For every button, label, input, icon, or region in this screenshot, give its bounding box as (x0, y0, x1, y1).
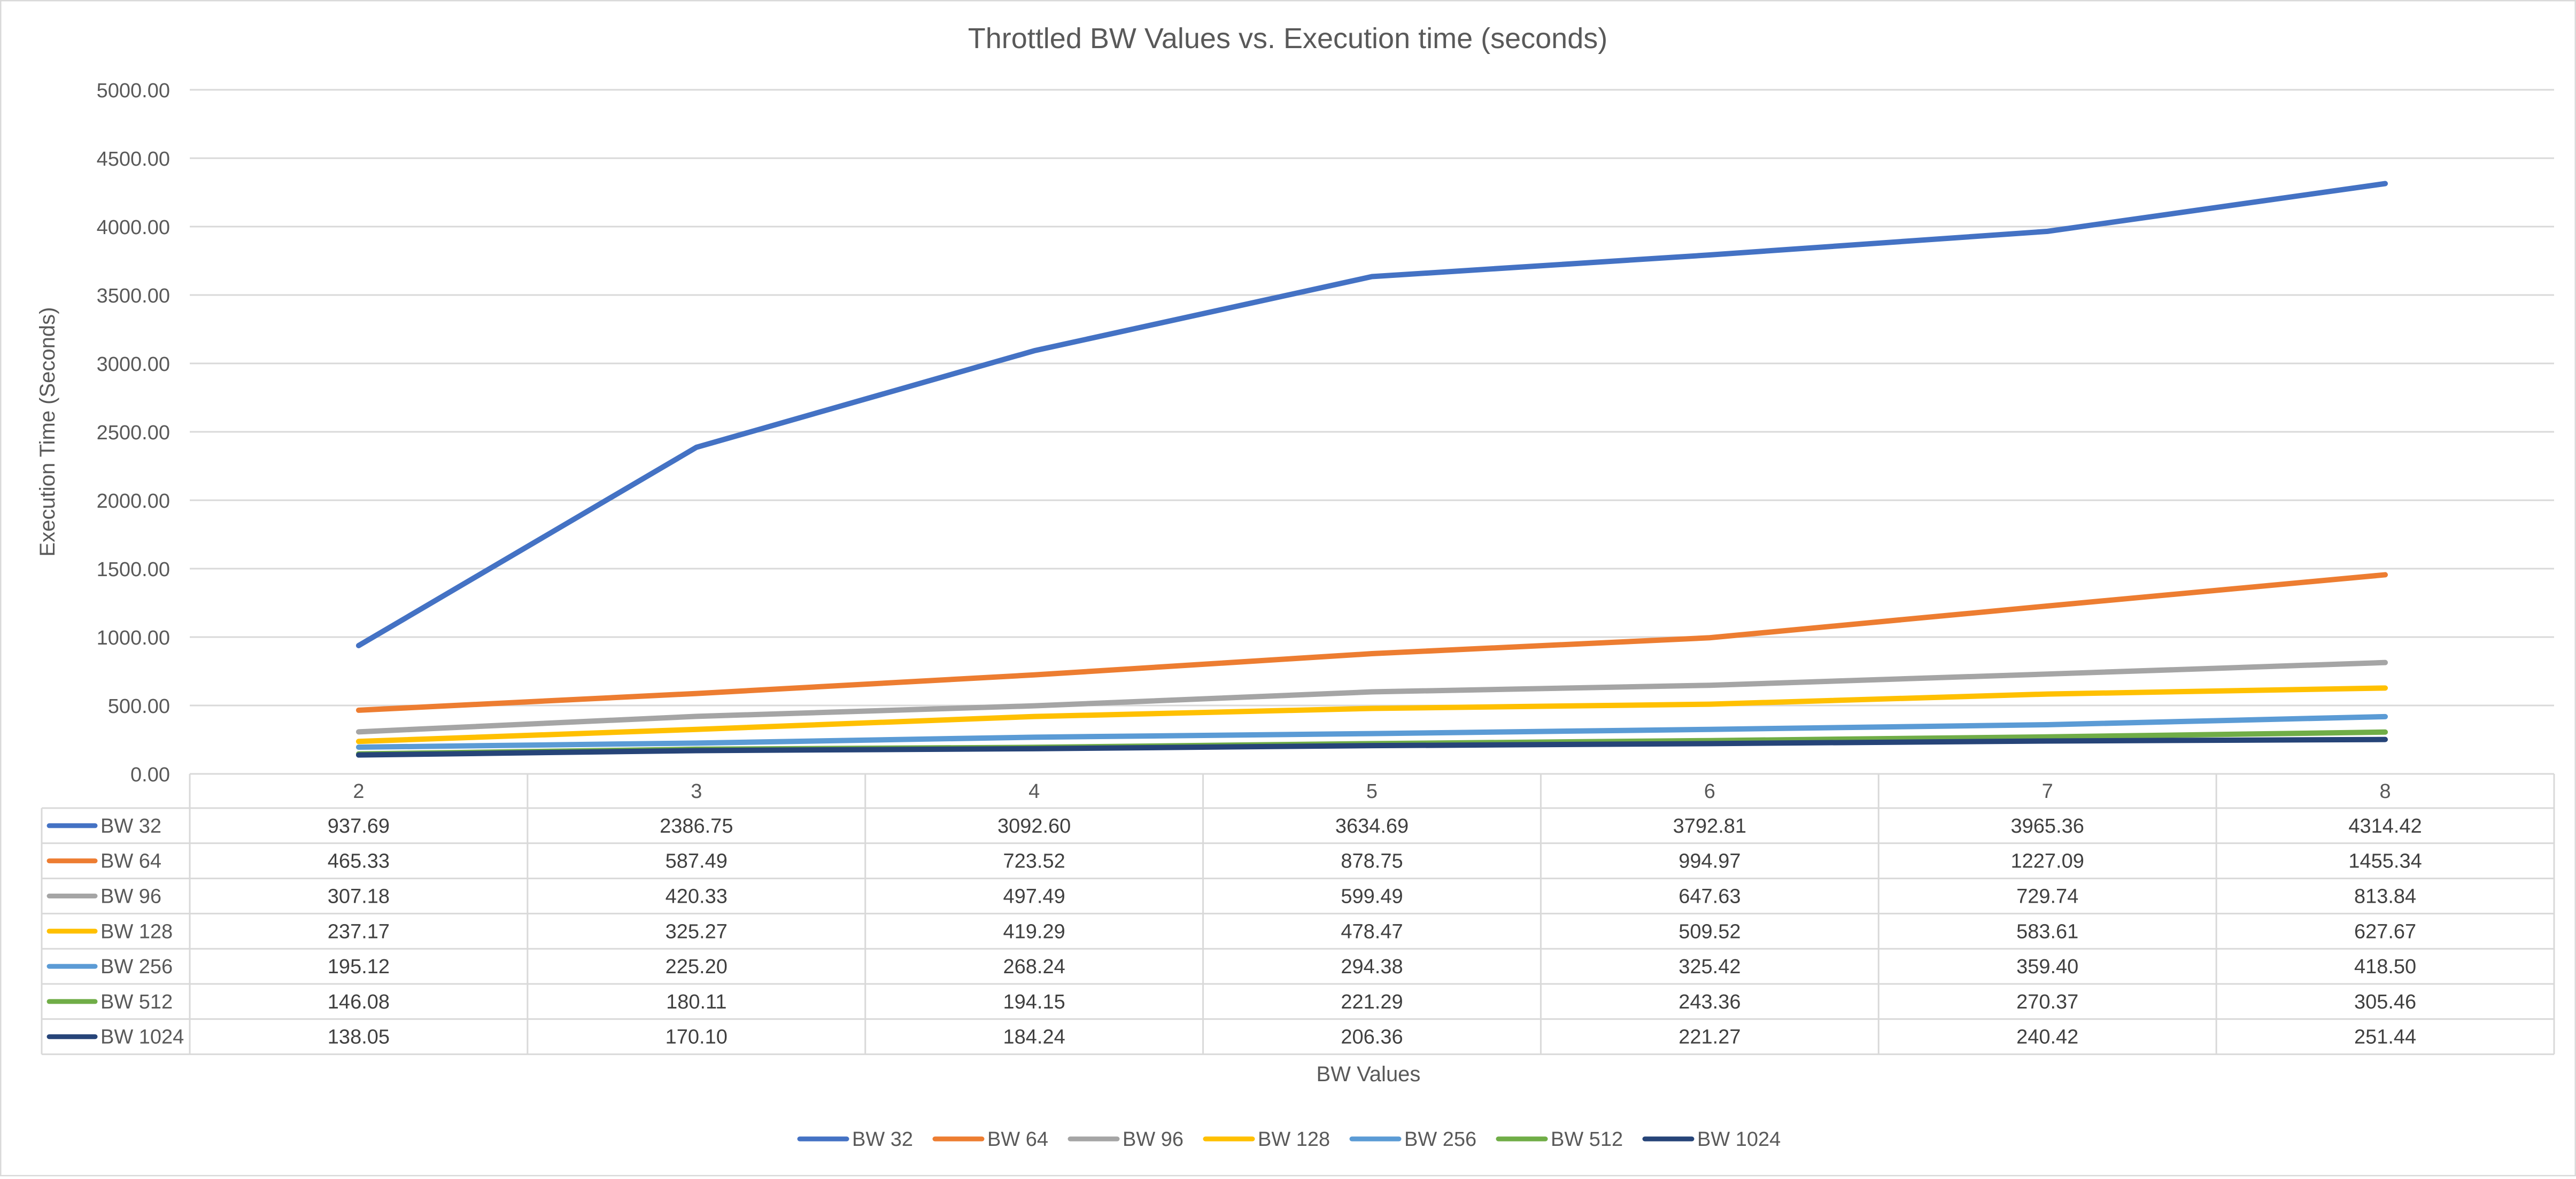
legend-label: BW 96 (1123, 1128, 1183, 1151)
table-cell-value: 359.40 (2016, 956, 2078, 978)
table-cell-value: 170.10 (666, 1026, 728, 1049)
table-cell-value: 994.97 (1678, 850, 1740, 873)
legend-label: BW 32 (852, 1128, 913, 1151)
x-axis-title: BW Values (1317, 1062, 1421, 1086)
table-series-name: BW 512 (100, 991, 173, 1013)
y-tick-label: 0.00 (130, 764, 170, 786)
table-cell-value: 729.74 (2016, 886, 2078, 908)
y-tick-label: 4500.00 (97, 148, 170, 170)
table-cell-value: 195.12 (328, 956, 390, 978)
y-axis-title: Execution Time (Seconds) (36, 307, 59, 557)
table-cell-value: 237.17 (328, 920, 390, 943)
legend-label: BW 128 (1258, 1128, 1330, 1151)
table-cell-value: 3634.69 (1335, 815, 1409, 837)
table-cell-value: 587.49 (666, 850, 728, 873)
table-cell-value: 599.49 (1341, 886, 1403, 908)
series-line (355, 736, 2388, 758)
legend: BW 32 BW 64 BW 96 BW 128 BW 256 BW 512 BW 1024 (797, 1128, 1781, 1151)
table-cell-value: 937.69 (328, 815, 390, 837)
x-tick-label: 8 (2380, 780, 2391, 803)
table-cell-value: 221.27 (1678, 1026, 1740, 1049)
series-lines (355, 181, 2388, 758)
table-series-name: BW 1024 (100, 1026, 184, 1049)
y-axis-tick-labels: 0.00 500.00 1000.00 1500.00 2000.00 2500.00 30… (97, 80, 170, 786)
table-cell-value: 583.61 (2016, 920, 2078, 943)
legend-label: BW 512 (1551, 1128, 1623, 1151)
table-cell-value: 1455.34 (2348, 850, 2422, 873)
legend-label: BW 256 (1404, 1128, 1476, 1151)
series-line (355, 713, 2388, 750)
table-cell-value: 194.15 (1003, 991, 1065, 1013)
gridlines (190, 89, 2554, 775)
table-cell-value: 243.36 (1678, 991, 1740, 1013)
y-tick-label: 2000.00 (97, 490, 170, 513)
table-cell-value: 305.46 (2354, 991, 2416, 1013)
table-cell-value: 3792.81 (1673, 815, 1746, 837)
table-series-name: BW 256 (100, 956, 173, 978)
x-tick-label: 2 (353, 780, 364, 803)
table-series-name: BW 96 (100, 886, 161, 908)
table-cell-value: 138.05 (328, 1026, 390, 1049)
table-cell-value: 251.44 (2354, 1026, 2416, 1049)
table-cell-value: 497.49 (1003, 886, 1065, 908)
table-cell-value: 184.24 (1003, 1026, 1065, 1049)
table-cell-value: 647.63 (1678, 886, 1740, 908)
table-series-name: BW 128 (100, 920, 173, 943)
y-tick-label: 4000.00 (97, 216, 170, 239)
x-tick-label: 3 (691, 780, 702, 803)
table-cell-value: 478.47 (1341, 920, 1403, 943)
table-cell-value: 3965.36 (2011, 815, 2084, 837)
table-cell-value: 1227.09 (2011, 850, 2084, 873)
legend-label: BW 64 (987, 1128, 1048, 1151)
chart-title: Throttled BW Values vs. Execution time (… (968, 22, 1607, 55)
table-cell-value: 225.20 (666, 956, 728, 978)
series-line (355, 685, 2388, 744)
y-tick-label: 500.00 (108, 695, 170, 718)
table-cell-value: 509.52 (1678, 920, 1740, 943)
table-cell-value: 627.67 (2354, 920, 2416, 943)
x-tick-label: 6 (1704, 780, 1715, 803)
table-cell-value: 240.42 (2016, 1026, 2078, 1049)
table-cell-value: 813.84 (2354, 886, 2416, 908)
table-cell-value: 2386.75 (660, 815, 733, 837)
series-line (355, 572, 2388, 713)
table-series-name: BW 32 (100, 815, 161, 837)
table-cell-value: 307.18 (328, 886, 390, 908)
table-cell-value: 268.24 (1003, 956, 1065, 978)
table-cell-value: 465.33 (328, 850, 390, 873)
table-cell-value: 418.50 (2354, 956, 2416, 978)
table-cell-value: 206.36 (1341, 1026, 1403, 1049)
table-cell-value: 325.27 (666, 920, 728, 943)
table-cell-value: 878.75 (1341, 850, 1403, 873)
table-cell-value: 325.42 (1678, 956, 1740, 978)
x-tick-label: 5 (1366, 780, 1378, 803)
table-cell-value: 4314.42 (2348, 815, 2422, 837)
table-cell-value: 221.29 (1341, 991, 1403, 1013)
table-series-name: BW 64 (100, 850, 161, 873)
legend-label: BW 1024 (1697, 1128, 1781, 1151)
y-tick-label: 5000.00 (97, 80, 170, 102)
y-tick-label: 1000.00 (97, 627, 170, 649)
table-cell-value: 180.11 (666, 991, 726, 1013)
table-cell-value: 420.33 (666, 886, 728, 908)
table-cell-value: 419.29 (1003, 920, 1065, 943)
x-tick-label: 7 (2042, 780, 2053, 803)
x-tick-label: 4 (1028, 780, 1040, 803)
table-cell-value: 294.38 (1341, 956, 1403, 978)
table-cell-value: 723.52 (1003, 850, 1065, 873)
series-line (355, 181, 2388, 648)
y-tick-label: 3500.00 (97, 285, 170, 307)
y-tick-label: 3000.00 (97, 353, 170, 376)
series-line (355, 660, 2388, 735)
table-cell-value: 3092.60 (997, 815, 1071, 837)
y-tick-label: 2500.00 (97, 422, 170, 444)
data-table: 2 3 4 5 6 7 8 BW 32 937.69 2386.75 3092.60 3634.69 3… (41, 774, 2555, 1056)
table-cell-value: 146.08 (328, 991, 390, 1013)
y-tick-label: 1500.00 (97, 559, 170, 581)
table-cell-value: 270.37 (2016, 991, 2078, 1013)
